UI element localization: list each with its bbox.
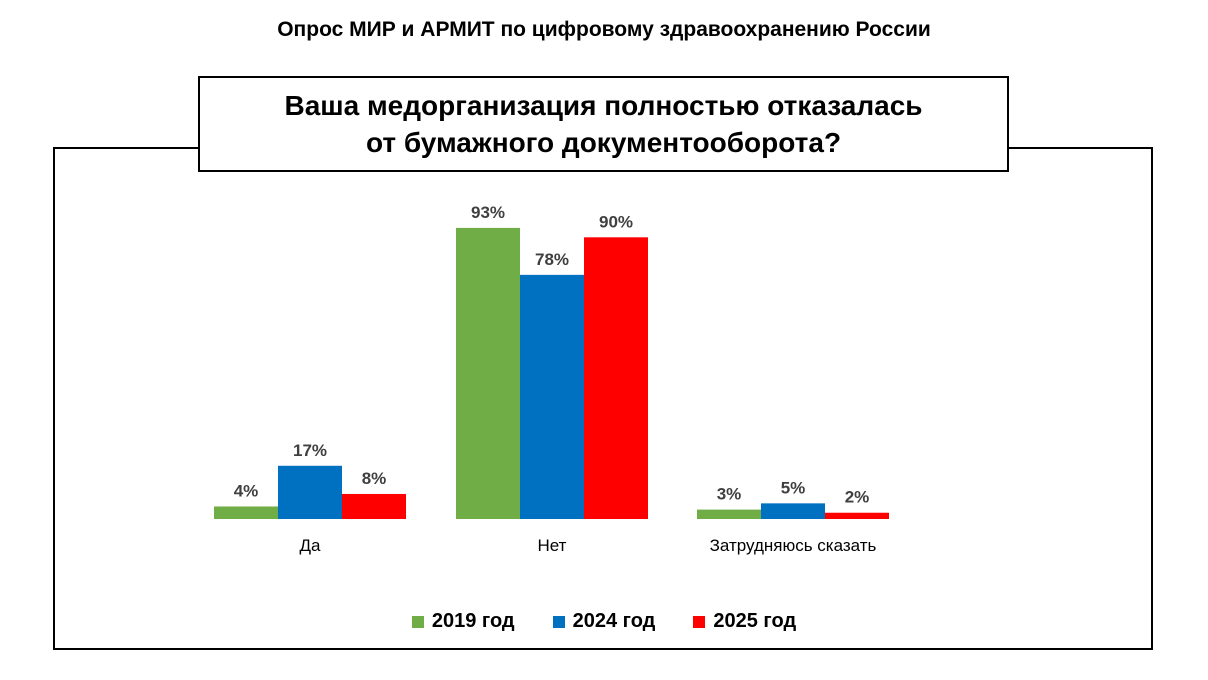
bar-3-3	[825, 512, 889, 519]
data-label-3-2: 5%	[781, 478, 806, 497]
legend-swatch-2024	[552, 615, 565, 628]
bar-2-2	[520, 274, 584, 519]
data-label-1-3: 8%	[362, 469, 387, 488]
legend-swatch-2019	[411, 615, 424, 628]
data-label-2-3: 90%	[599, 212, 633, 231]
data-label-3-3: 2%	[845, 488, 870, 507]
chart-legend: 2019 год 2024 год 2025 год	[0, 610, 1208, 633]
bar-2-3	[584, 237, 648, 520]
data-label-2-2: 78%	[535, 250, 569, 269]
legend-label-2019: 2019 год	[431, 610, 515, 632]
category-label-2: Нет	[538, 536, 567, 555]
category-label-1: Да	[300, 536, 322, 555]
bar-1-2	[278, 465, 342, 519]
chart-title: Ваша медорганизация полностью отказалась…	[198, 76, 1009, 172]
data-label-2-1: 93%	[471, 203, 505, 222]
legend-item-2024: 2024 год	[552, 610, 656, 633]
survey-title: Опрос МИР и АРМИТ по цифровому здравоохр…	[277, 18, 931, 41]
legend-swatch-2025	[693, 615, 706, 628]
data-label-1-1: 4%	[234, 481, 259, 500]
legend-label-2025: 2025 год	[713, 610, 797, 632]
chart-title-line-2: от бумажного документооборота?	[365, 127, 842, 158]
legend-item-2019: 2019 год	[411, 610, 515, 633]
bar-1-1	[214, 506, 278, 519]
bar-2-1	[456, 227, 520, 519]
data-label-3-1: 3%	[717, 485, 742, 504]
bar-1-3	[342, 493, 406, 519]
legend-item-2025: 2025 год	[693, 610, 796, 633]
bar-3-1	[697, 509, 761, 519]
data-label-1-2: 17%	[293, 441, 327, 460]
legend-label-2024: 2024 год	[572, 610, 656, 632]
bar-3-2	[761, 503, 825, 519]
chart-title-line-1: Ваша медорганизация полностью отказалась	[284, 90, 923, 121]
category-label-3: Затрудняюсь сказать	[710, 536, 877, 555]
